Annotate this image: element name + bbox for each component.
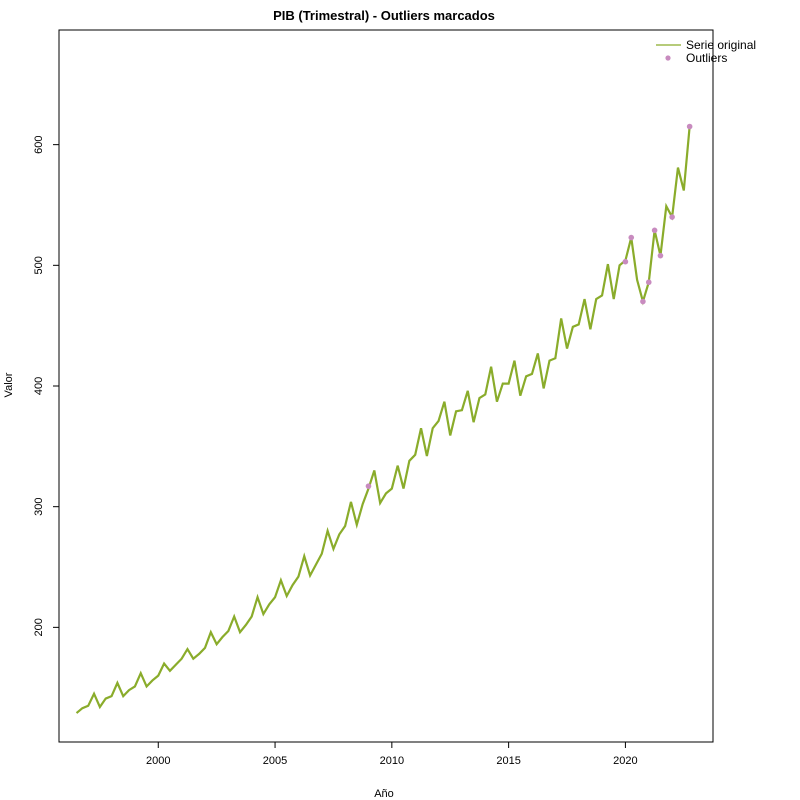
x-tick-label: 2020	[613, 755, 637, 767]
y-tick-label: 200	[33, 618, 45, 636]
x-tick-label: 2015	[496, 755, 520, 767]
x-axis-label: Año	[374, 788, 394, 800]
outlier-point	[628, 234, 635, 241]
x-axis: 2000 2005 2010 2015 2020	[146, 741, 638, 767]
x-tick-label: 2005	[263, 755, 287, 767]
x-tick-label: 2010	[380, 755, 404, 767]
outlier-point	[622, 258, 629, 265]
outlier-layer	[365, 123, 693, 489]
outlier-point	[669, 214, 675, 220]
y-tick-label: 400	[33, 377, 45, 395]
legend-point-swatch	[665, 55, 671, 61]
outlier-point	[640, 298, 646, 305]
y-axis-label: Valor	[3, 372, 15, 397]
outlier-point	[365, 483, 372, 489]
y-tick-label: 500	[33, 256, 45, 274]
series-line	[75, 126, 691, 714]
legend: Serie original Outliers	[656, 38, 756, 65]
outlier-point	[686, 123, 693, 130]
x-tick-label: 2000	[146, 755, 170, 767]
y-tick-label: 300	[33, 497, 45, 515]
outlier-point	[651, 227, 658, 234]
y-tick-label: 600	[33, 135, 45, 153]
legend-label-outliers: Outliers	[686, 51, 727, 65]
outlier-point	[645, 279, 652, 286]
y-axis: 200 300 400 500 600	[33, 135, 60, 637]
legend-label-series: Serie original	[686, 38, 756, 52]
series-layer	[75, 126, 691, 714]
chart-title: PIB (Trimestral) - Outliers marcados	[273, 8, 495, 23]
outlier-point	[657, 252, 664, 259]
